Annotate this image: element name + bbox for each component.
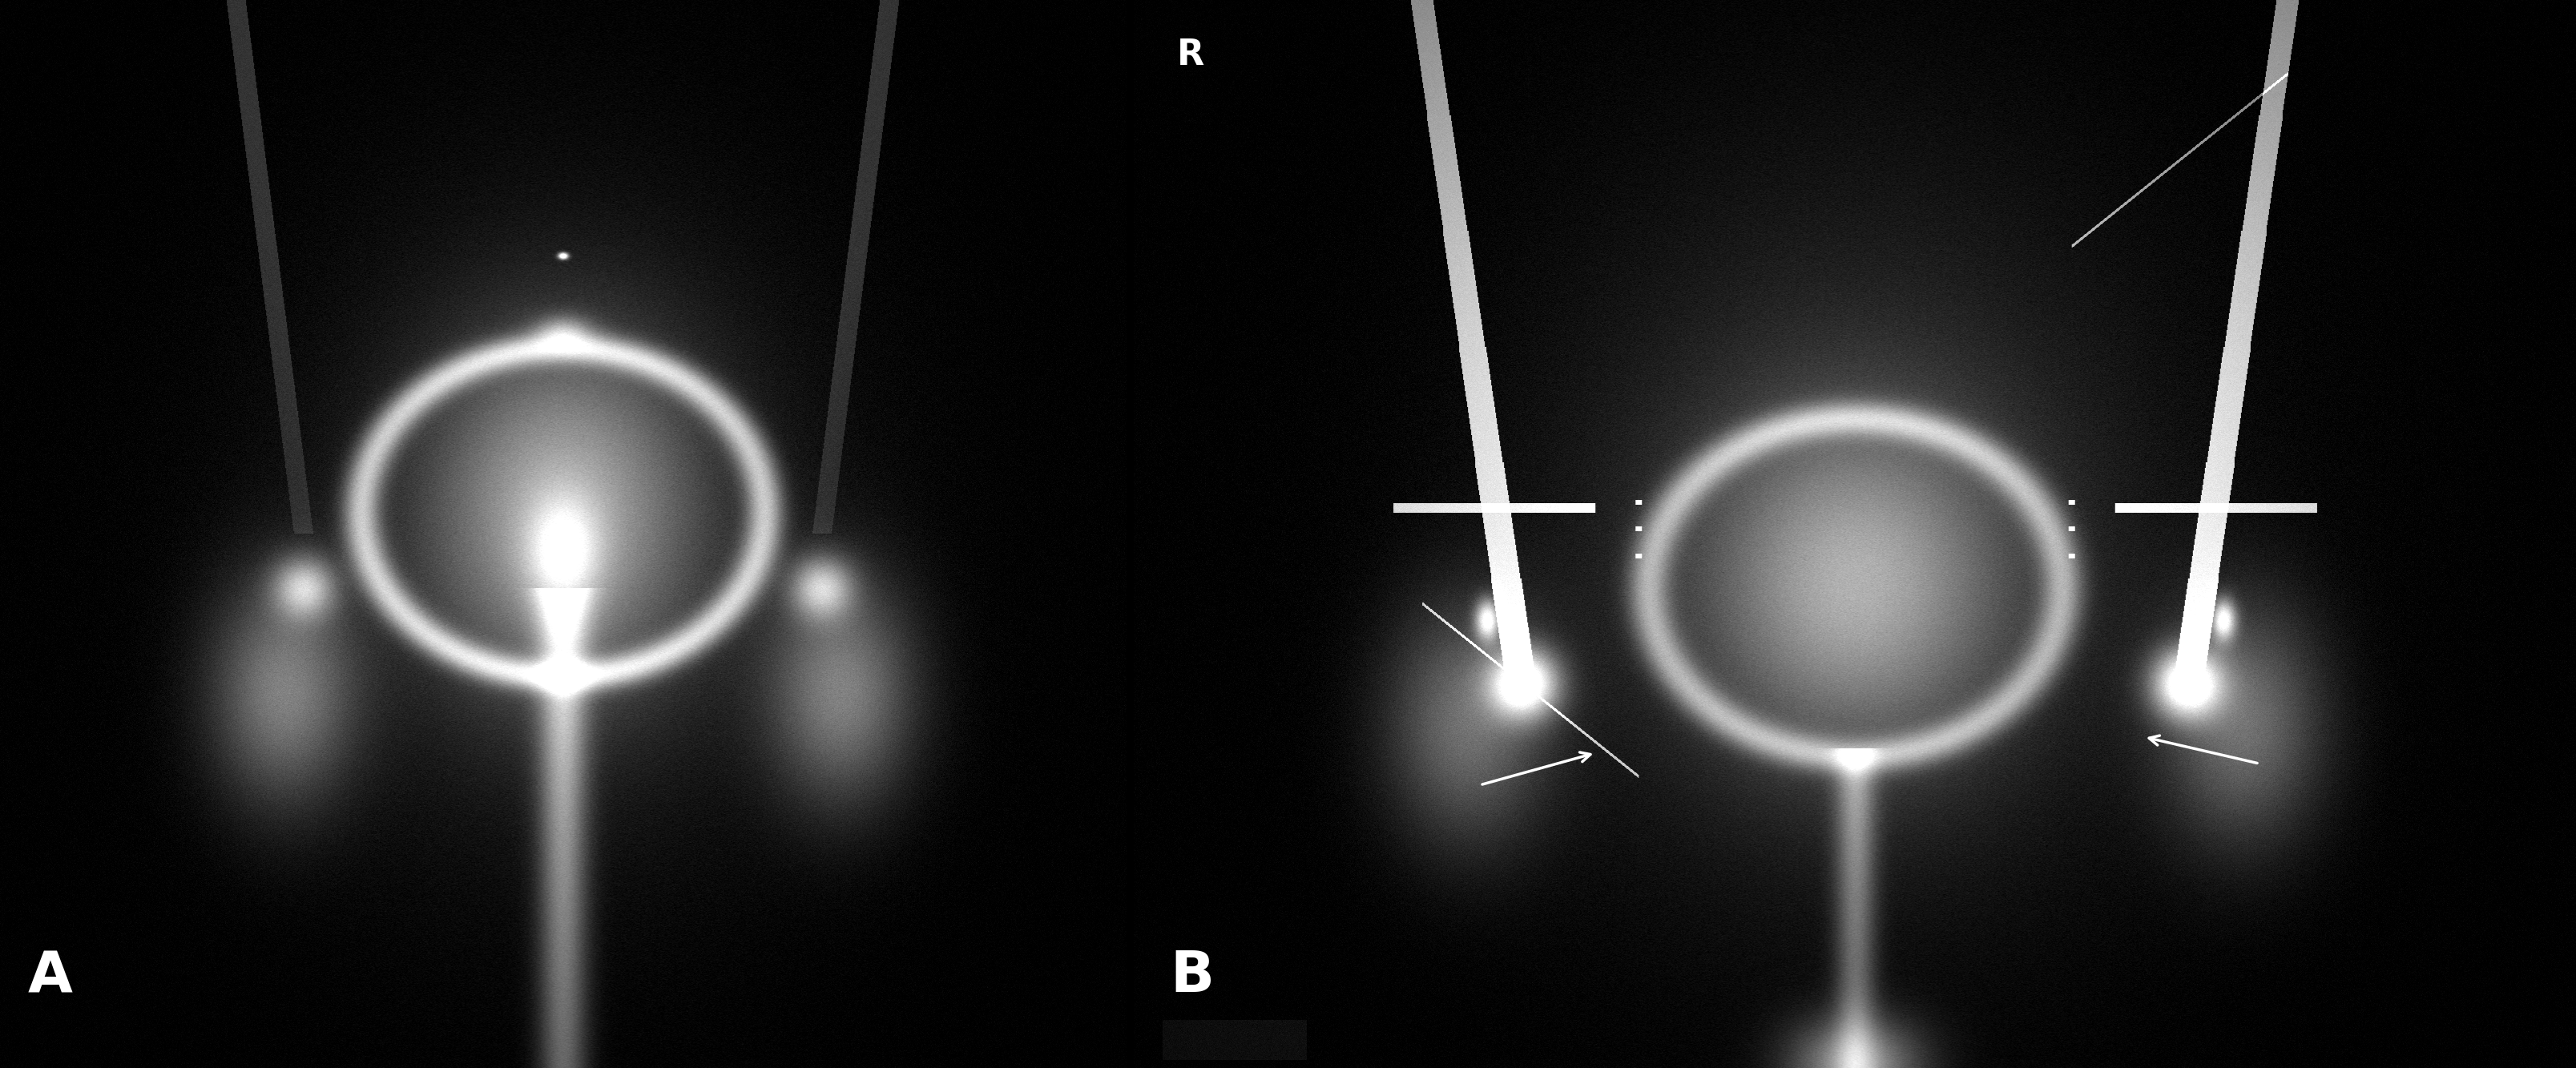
Text: A: A: [28, 948, 72, 1004]
Text: B: B: [1170, 948, 1213, 1004]
Text: R: R: [1177, 37, 1203, 72]
